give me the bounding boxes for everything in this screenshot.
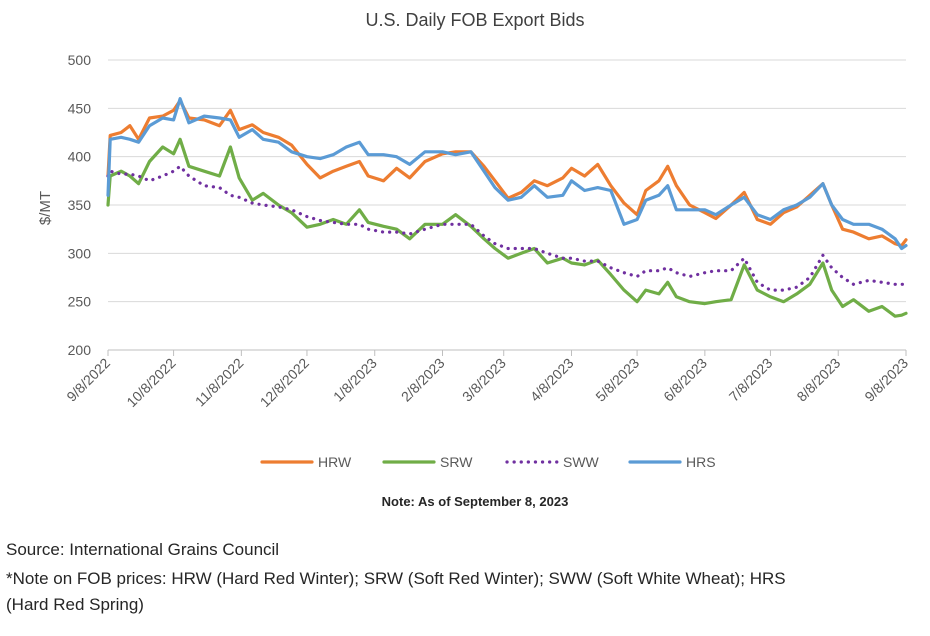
- x-tick-label-3: 12/8/2022: [257, 355, 313, 411]
- x-tick-label-5: 2/8/2023: [398, 355, 448, 405]
- fob-note-line-2: (Hard Red Spring): [6, 595, 144, 614]
- y-tick-label-250: 250: [68, 294, 92, 310]
- x-tick-label-12: 9/8/2023: [861, 355, 911, 405]
- legend-label-hrw: HRW: [318, 454, 352, 470]
- fob-export-bids-chart: U.S. Daily FOB Export Bids 200 250 300 350 4…: [37, 10, 911, 509]
- y-tick-label-450: 450: [68, 100, 92, 116]
- x-tick-label-4: 1/8/2023: [330, 355, 380, 405]
- series-line-sww: [106, 164, 908, 292]
- x-tick-label-6: 3/8/2023: [459, 355, 509, 405]
- y-axis-ticks: 200 250 300 350 400 450 500: [68, 52, 92, 358]
- legend-label-sww: SWW: [563, 454, 600, 470]
- x-tick-label-9: 6/8/2023: [660, 355, 710, 405]
- series-line-hrw: [106, 98, 908, 248]
- legend-label-srw: SRW: [440, 454, 473, 470]
- x-tick-label-10: 7/8/2023: [726, 355, 776, 405]
- y-tick-label-200: 200: [68, 342, 92, 358]
- y-tick-label-350: 350: [68, 197, 92, 213]
- x-tick-label-7: 4/8/2023: [527, 355, 577, 405]
- y-tick-label-400: 400: [68, 149, 92, 165]
- y-axis-label: $/MT: [37, 191, 54, 225]
- y-tick-label-300: 300: [68, 245, 92, 261]
- gridlines: [108, 59, 906, 303]
- legend-label-hrs: HRS: [686, 454, 716, 470]
- chart-title: U.S. Daily FOB Export Bids: [365, 10, 584, 30]
- y-tick-label-500: 500: [68, 52, 92, 68]
- x-tick-label-8: 5/8/2023: [592, 355, 642, 405]
- x-tick-label-0: 9/8/2022: [63, 355, 113, 405]
- legend: HRW SRW SWW HRS: [260, 454, 716, 470]
- x-axis-ticks: 9/8/2022 10/8/2022 11/8/2022 12/8/2022 1/8/2…: [63, 350, 911, 410]
- series-line-srw: [106, 137, 908, 318]
- x-tick-label-1: 10/8/2022: [123, 355, 179, 411]
- series-lines: [106, 97, 908, 318]
- x-tick-label-11: 8/8/2023: [793, 355, 843, 405]
- x-tick-label-2: 11/8/2022: [192, 355, 247, 410]
- fob-note-line-1: *Note on FOB prices: HRW (Hard Red Winte…: [6, 569, 786, 588]
- as-of-note: Note: As of September 8, 2023: [382, 494, 569, 509]
- series-line-hrs: [106, 97, 908, 251]
- source-text: Source: International Grains Council: [6, 540, 280, 559]
